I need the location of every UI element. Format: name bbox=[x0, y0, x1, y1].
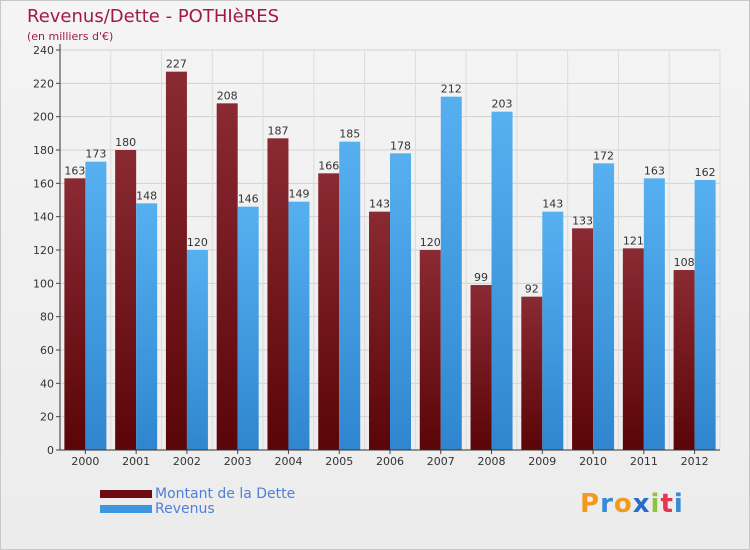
value-label-revenus-2003: 146 bbox=[238, 193, 259, 206]
value-label-debt-2006: 143 bbox=[369, 198, 390, 211]
value-label-revenus-2008: 203 bbox=[492, 98, 513, 111]
legend-label-revenus: Revenus bbox=[155, 501, 215, 517]
bar-revenus-2010 bbox=[593, 163, 615, 451]
x-tick-label: 2005 bbox=[325, 455, 353, 468]
legend-swatch-revenus bbox=[100, 505, 152, 513]
bars bbox=[64, 71, 716, 451]
value-label-revenus-2009: 143 bbox=[542, 198, 563, 211]
value-label-revenus-2005: 185 bbox=[339, 128, 360, 141]
bar-debt-2008 bbox=[470, 285, 492, 450]
legend-swatch-debt bbox=[100, 490, 152, 498]
x-tick-label: 2004 bbox=[274, 455, 302, 468]
bar-debt-2009 bbox=[521, 296, 543, 450]
bar-revenus-2009 bbox=[542, 211, 564, 450]
value-label-debt-2011: 121 bbox=[623, 234, 644, 247]
proxiti-logo: Proxiti bbox=[580, 489, 684, 519]
bar-debt-2002 bbox=[165, 71, 187, 451]
bar-revenus-2004 bbox=[288, 201, 310, 450]
y-tick-label: 40 bbox=[40, 377, 54, 390]
logo-letter: o bbox=[613, 489, 633, 519]
bar-revenus-2001 bbox=[136, 203, 158, 450]
x-tick-label: 2008 bbox=[478, 455, 506, 468]
y-tick-label: 140 bbox=[33, 211, 54, 224]
x-tick-label: 2000 bbox=[71, 455, 99, 468]
x-tick-label: 2003 bbox=[224, 455, 252, 468]
bar-revenus-2006 bbox=[390, 153, 411, 451]
y-tick-label: 220 bbox=[33, 77, 54, 90]
value-label-revenus-2002: 120 bbox=[187, 236, 208, 249]
value-label-revenus-2011: 163 bbox=[644, 164, 665, 177]
bar-debt-2012 bbox=[673, 270, 695, 450]
x-tick-label: 2010 bbox=[579, 455, 607, 468]
bar-debt-2003 bbox=[216, 103, 238, 450]
logo-letter: t bbox=[660, 489, 674, 519]
bar-debt-2004 bbox=[267, 138, 289, 451]
value-label-debt-2000: 163 bbox=[64, 164, 85, 177]
x-tick-label: 2011 bbox=[630, 455, 658, 468]
y-tick-label: 160 bbox=[33, 177, 54, 190]
y-tick-label: 200 bbox=[33, 111, 54, 124]
bar-debt-2011 bbox=[622, 248, 644, 450]
x-tick-label: 2001 bbox=[122, 455, 150, 468]
value-label-debt-2007: 120 bbox=[420, 236, 441, 249]
x-tick-label: 2006 bbox=[376, 455, 404, 468]
y-tick-label: 240 bbox=[33, 44, 54, 57]
value-label-revenus-2006: 178 bbox=[390, 139, 411, 152]
bar-debt-2006 bbox=[369, 211, 390, 450]
legend-label-debt: Montant de la Dette bbox=[155, 486, 296, 502]
y-tick-label: 20 bbox=[40, 411, 54, 424]
axes: 0 20 40 60 80 100 120 140 160 180 200 220 240 2000 200… bbox=[33, 44, 720, 468]
value-label-revenus-2001: 148 bbox=[136, 189, 157, 202]
x-tick-label: 2009 bbox=[528, 455, 556, 468]
y-tick-label: 0 bbox=[47, 444, 54, 457]
value-label-revenus-2007: 212 bbox=[441, 83, 462, 96]
value-label-revenus-2004: 149 bbox=[288, 188, 309, 201]
x-tick-label: 2007 bbox=[427, 455, 455, 468]
value-label-debt-2012: 108 bbox=[674, 256, 695, 269]
value-label-debt-2009: 92 bbox=[525, 283, 539, 296]
value-label-debt-2003: 208 bbox=[217, 89, 238, 102]
y-tick-label: 120 bbox=[33, 244, 54, 257]
logo-letter: r bbox=[600, 489, 614, 519]
value-label-revenus-2012: 162 bbox=[695, 166, 716, 179]
value-label-debt-2010: 133 bbox=[572, 214, 593, 227]
logo-letter: x bbox=[632, 489, 651, 519]
y-tick-label: 80 bbox=[40, 311, 54, 324]
bar-debt-2000 bbox=[64, 178, 86, 451]
bar-revenus-2008 bbox=[491, 111, 513, 451]
value-label-revenus-2010: 172 bbox=[593, 149, 614, 162]
logo-letter: i bbox=[673, 489, 684, 519]
bar-revenus-2003 bbox=[237, 206, 259, 450]
value-label-debt-2005: 166 bbox=[318, 159, 339, 172]
bar-debt-2010 bbox=[572, 228, 594, 450]
bar-revenus-2000 bbox=[85, 161, 107, 450]
value-label-debt-2001: 180 bbox=[115, 136, 136, 149]
value-label-debt-2002: 227 bbox=[166, 58, 187, 71]
value-label-debt-2004: 187 bbox=[267, 124, 288, 137]
y-tick-label: 100 bbox=[33, 277, 54, 290]
chart-title: Revenus/Dette - POTHIèRES bbox=[27, 6, 280, 27]
logo-letter: i bbox=[650, 489, 661, 519]
y-tick-label: 60 bbox=[40, 344, 54, 357]
bar-revenus-2005 bbox=[339, 141, 361, 450]
chart-subtitle: (en milliers d'€) bbox=[27, 30, 114, 43]
value-label-revenus-2000: 173 bbox=[85, 148, 106, 161]
bar-revenus-2011 bbox=[643, 178, 665, 451]
bar-debt-2007 bbox=[419, 250, 441, 450]
value-labels: 1631731801482271202081461871491661851431… bbox=[64, 58, 715, 296]
bar-revenus-2012 bbox=[694, 180, 716, 450]
x-tick-label: 2012 bbox=[681, 455, 709, 468]
x-tick-label: 2002 bbox=[173, 455, 201, 468]
bar-debt-2001 bbox=[115, 150, 137, 450]
value-label-debt-2008: 99 bbox=[474, 271, 488, 284]
bar-debt-2005 bbox=[318, 173, 340, 451]
bar-revenus-2007 bbox=[440, 96, 462, 451]
bar-revenus-2002 bbox=[186, 250, 208, 450]
y-tick-label: 180 bbox=[33, 144, 54, 157]
logo-letter: P bbox=[580, 489, 601, 519]
